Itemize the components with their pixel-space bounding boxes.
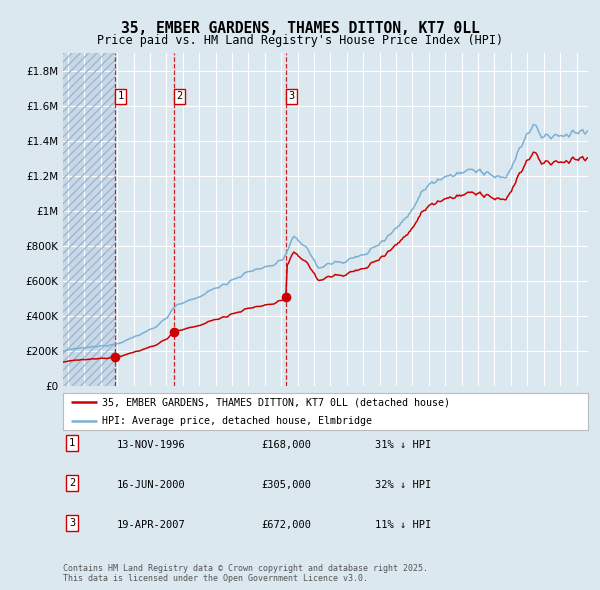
Text: 13-NOV-1996: 13-NOV-1996	[117, 440, 186, 450]
Text: 1: 1	[69, 438, 75, 448]
Text: Contains HM Land Registry data © Crown copyright and database right 2025.
This d: Contains HM Land Registry data © Crown c…	[63, 563, 428, 583]
Text: 3: 3	[69, 518, 75, 528]
Text: Price paid vs. HM Land Registry's House Price Index (HPI): Price paid vs. HM Land Registry's House …	[97, 34, 503, 47]
Text: 1: 1	[118, 91, 124, 101]
Text: £168,000: £168,000	[261, 440, 311, 450]
Text: 35, EMBER GARDENS, THAMES DITTON, KT7 0LL: 35, EMBER GARDENS, THAMES DITTON, KT7 0L…	[121, 21, 479, 35]
Text: 2: 2	[69, 478, 75, 488]
Text: 35, EMBER GARDENS, THAMES DITTON, KT7 0LL (detached house): 35, EMBER GARDENS, THAMES DITTON, KT7 0L…	[103, 398, 451, 408]
Text: 19-APR-2007: 19-APR-2007	[117, 520, 186, 530]
Text: £672,000: £672,000	[261, 520, 311, 530]
Text: 2: 2	[176, 91, 182, 101]
Text: 31% ↓ HPI: 31% ↓ HPI	[375, 440, 431, 450]
Text: 3: 3	[289, 91, 295, 101]
Text: 16-JUN-2000: 16-JUN-2000	[117, 480, 186, 490]
Text: £305,000: £305,000	[261, 480, 311, 490]
Text: 32% ↓ HPI: 32% ↓ HPI	[375, 480, 431, 490]
Text: 11% ↓ HPI: 11% ↓ HPI	[375, 520, 431, 530]
Bar	[63, 53, 115, 386]
Bar	[63, 53, 115, 386]
Text: HPI: Average price, detached house, Elmbridge: HPI: Average price, detached house, Elmb…	[103, 416, 373, 426]
